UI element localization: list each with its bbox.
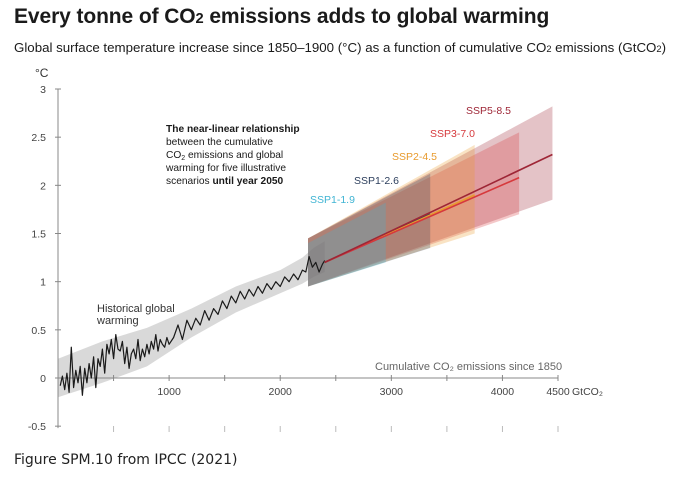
figure-caption: Figure SPM.10 from IPCC (2021) <box>14 452 238 468</box>
band-ssp1-26 <box>308 173 431 287</box>
line-ssp3-70 <box>324 176 520 264</box>
label-ssp5-85: SSP5-8.5 <box>466 105 511 117</box>
x-tick-label-4000: 4000 <box>491 386 515 398</box>
x-tick-label-2000: 2000 <box>269 386 293 398</box>
y-tick-label-3: 3 <box>40 84 46 96</box>
y-tick-label-2: 2 <box>40 180 46 192</box>
x-tick-unit: GtCO₂ <box>572 386 603 398</box>
line-ssp5-85 <box>324 153 553 264</box>
chart-labels: °C Historical global warming Cumulative … <box>35 66 562 373</box>
annotation-line1: The near-linear relationship <box>166 124 300 135</box>
band-ssp3-70 <box>308 132 520 287</box>
x-tick-label-3000: 3000 <box>380 386 404 398</box>
temperature-vs-emissions-chart: -0.5 0 0.5 1 1.5 2 2.5 3 1000 2000 3000 4000 4500 GtC… <box>28 66 603 433</box>
chart-title: Every tonne of CO2 emissions adds to glo… <box>14 5 550 28</box>
y-tick-label-1.5: 1.5 <box>31 229 46 241</box>
annotation-line2: between the cumulative <box>166 137 273 148</box>
band-ssp1-19 <box>308 202 386 287</box>
x-tick-label-4500: 4500 <box>546 386 570 398</box>
annotation-line4: warming for five illustrative <box>165 163 286 174</box>
historical-label-line1: Historical global <box>97 303 175 315</box>
annotation-line3: CO2 emissions and global <box>166 150 283 162</box>
historical-line <box>59 256 326 396</box>
y-tick-label--0.5: -0.5 <box>28 421 46 433</box>
y-tick-label-1: 1 <box>40 277 46 289</box>
annotation-line5: scenarios until year 2050 <box>166 176 284 187</box>
label-ssp1-19: SSP1-1.9 <box>310 194 355 206</box>
y-tick-label-0.5: 0.5 <box>31 325 46 337</box>
annotation-text: The near-linear relationship between the… <box>165 124 300 187</box>
historical-label-line2: warming <box>96 315 139 327</box>
y-tick-label-0: 0 <box>40 373 46 385</box>
chart-subtitle: Global surface temperature increase sinc… <box>14 40 667 55</box>
x-axis-label: Cumulative CO₂ emissions since 1850 <box>375 361 562 373</box>
label-ssp2-45: SSP2-4.5 <box>392 151 437 163</box>
series-lines <box>59 153 553 396</box>
label-ssp3-70: SSP3-7.0 <box>430 128 475 140</box>
x-tick-label-1000: 1000 <box>157 386 181 398</box>
label-ssp1-26: SSP1-2.6 <box>354 175 399 187</box>
y-axis-label: °C <box>35 66 49 80</box>
axes: -0.5 0 0.5 1 1.5 2 2.5 3 1000 2000 3000 4000 4500 GtC… <box>28 84 603 433</box>
projection-bands <box>58 106 553 398</box>
y-tick-label-2.5: 2.5 <box>31 132 46 144</box>
